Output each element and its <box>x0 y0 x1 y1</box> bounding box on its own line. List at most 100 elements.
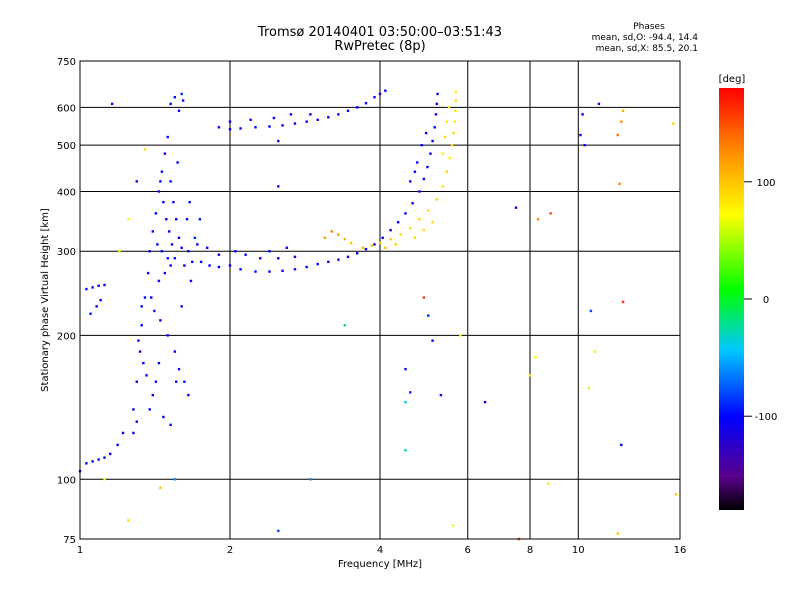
data-point <box>422 296 426 299</box>
chart-title-line2: RwPretec (8p) <box>334 39 426 54</box>
data-point <box>534 356 537 359</box>
x-tick-label: 16 <box>674 545 687 556</box>
data-point <box>277 529 280 533</box>
data-point <box>597 102 601 106</box>
data-point <box>181 99 185 102</box>
data-point <box>621 109 625 113</box>
data-point <box>137 339 140 342</box>
data-point <box>157 279 161 283</box>
data-point <box>381 236 384 240</box>
y-tick-label: 300 <box>57 247 76 258</box>
data-point <box>293 122 297 125</box>
data-point <box>337 258 340 261</box>
data-point <box>173 95 177 99</box>
data-point <box>409 227 412 230</box>
data-point <box>132 431 135 435</box>
data-point <box>459 334 462 337</box>
data-point <box>404 449 407 452</box>
x-tick-label: 2 <box>227 545 233 556</box>
data-point <box>135 380 138 383</box>
colorbar-tick-label: 100 <box>756 178 775 189</box>
data-point <box>346 109 350 113</box>
data-point <box>173 257 177 260</box>
data-point <box>452 131 455 135</box>
data-point <box>343 237 347 241</box>
data-point <box>151 230 155 233</box>
data-point <box>110 102 114 106</box>
data-point <box>587 387 591 390</box>
data-point <box>618 182 621 186</box>
data-point <box>151 393 155 397</box>
data-point <box>616 133 619 137</box>
data-point <box>153 309 156 313</box>
data-point <box>579 133 582 137</box>
data-point <box>581 113 584 116</box>
data-point <box>305 265 308 269</box>
data-point <box>239 127 242 130</box>
data-point <box>373 95 376 99</box>
data-point <box>167 230 171 233</box>
data-point <box>277 257 280 260</box>
x-tick-label: 10 <box>572 545 585 556</box>
data-point <box>205 246 209 249</box>
data-point <box>132 408 135 411</box>
data-point <box>413 236 417 240</box>
data-point <box>91 460 94 463</box>
data-point <box>180 92 183 96</box>
data-point <box>404 400 407 404</box>
data-point <box>103 456 106 459</box>
x-tick-label: 6 <box>465 545 471 556</box>
data-point <box>169 180 172 183</box>
data-point <box>454 99 458 102</box>
data-point <box>135 180 138 183</box>
data-point <box>175 380 178 383</box>
data-point <box>163 152 167 155</box>
data-point <box>172 200 175 204</box>
data-point <box>346 255 350 259</box>
data-point <box>150 296 153 299</box>
y-tick-label: 200 <box>57 331 76 342</box>
data-point <box>409 180 412 183</box>
data-point <box>160 250 164 253</box>
data-point <box>254 126 257 129</box>
data-point <box>143 296 147 299</box>
x-tick-label: 4 <box>377 545 383 556</box>
x-tick-label: 1 <box>77 545 83 556</box>
plot-frame <box>79 60 681 540</box>
data-point <box>116 443 119 447</box>
y-tick-label: 600 <box>57 103 76 114</box>
data-point <box>355 106 359 109</box>
data-point <box>439 393 443 397</box>
data-point <box>146 271 150 275</box>
y-axis-label: Stationary phase Virtual Height [km] <box>40 208 51 392</box>
data-point <box>142 361 145 365</box>
data-point <box>177 109 181 113</box>
data-point <box>361 246 365 249</box>
data-point <box>188 200 191 204</box>
data-point <box>166 334 169 337</box>
data-point <box>103 283 106 287</box>
phase-o-stats: mean, sd,O: -94.4, 14.4 <box>591 33 698 43</box>
data-point <box>427 314 430 317</box>
data-point <box>187 250 190 253</box>
data-point <box>217 253 221 256</box>
data-point <box>370 244 373 247</box>
y-tick-label: 500 <box>57 141 76 152</box>
data-point <box>674 493 678 496</box>
data-point <box>217 126 221 129</box>
data-point <box>293 255 297 259</box>
data-point <box>424 131 428 135</box>
data-points <box>78 89 678 541</box>
data-point <box>166 257 169 260</box>
data-point <box>268 270 271 273</box>
data-point <box>620 120 623 123</box>
data-point <box>185 218 189 221</box>
data-point <box>445 120 449 123</box>
data-point <box>316 118 319 122</box>
data-point <box>418 190 421 193</box>
data-point <box>176 161 179 164</box>
phase-heading: Phases <box>633 22 665 32</box>
data-point <box>173 478 177 481</box>
data-point <box>148 250 151 253</box>
data-point <box>191 260 194 264</box>
